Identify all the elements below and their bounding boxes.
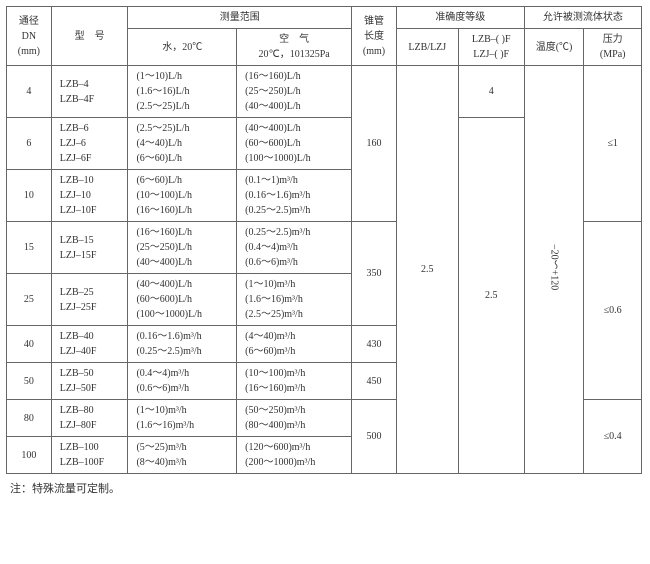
cell-air: (0.25～2.5)m³/h(0.4～4)m³/h(0.6～6)m³/h: [237, 222, 352, 274]
cell-air: (120～600)m³/h(200～1000)m³/h: [237, 437, 352, 474]
col-dn: 通径DN(mm): [7, 7, 52, 66]
col-air: 空 气20℃，101325Pa: [237, 29, 352, 66]
cell-acc1: 2.5: [396, 66, 458, 474]
cell-model: LZB–6LZJ–6LZJ–6F: [51, 118, 128, 170]
cell-model: LZB–10LZJ–10LZJ–10F: [51, 170, 128, 222]
cell-air: (16～160)L/h(25～250)L/h(40～400)L/h: [237, 66, 352, 118]
cell-water: (1～10)m³/h(1.6～16)m³/h: [128, 400, 237, 437]
cell-temp: −20～+120: [524, 66, 584, 474]
cell-model: LZB–100LZB–100F: [51, 437, 128, 474]
cell-air: (0.1～1)m³/h(0.16～1.6)m³/h(0.25～2.5)m³/h: [237, 170, 352, 222]
cell-acc2: 2.5: [458, 118, 524, 474]
cell-dn: 25: [7, 274, 52, 326]
cell-water: (6～60)L/h(10～100)L/h(16～160)L/h: [128, 170, 237, 222]
cell-model: LZB–15LZJ–15F: [51, 222, 128, 274]
footnote: 注：特殊流量可定制。: [6, 480, 644, 496]
cell-dn: 100: [7, 437, 52, 474]
col-pressure: 压力(MPa): [584, 29, 642, 66]
cell-water: (0.16～1.6)m³/h(0.25～2.5)m³/h: [128, 326, 237, 363]
col-accuracy-group: 准确度等级: [396, 7, 524, 29]
cell-air: (1～10)m³/h(1.6～16)m³/h(2.5～25)m³/h: [237, 274, 352, 326]
col-temp: 温度(℃): [524, 29, 584, 66]
cell-air: (10～100)m³/h(16～160)m³/h: [237, 363, 352, 400]
table-header: 通径DN(mm) 型 号 测量范围 锥管长度(mm) 准确度等级 允许被测流体状…: [7, 7, 642, 66]
cell-acc2: 4: [458, 66, 524, 118]
cell-pressure: ≤0.6: [584, 222, 642, 400]
col-tube-len: 锥管长度(mm): [352, 7, 397, 66]
cell-tube-len: 500: [352, 400, 397, 474]
cell-dn: 10: [7, 170, 52, 222]
cell-model: LZB–4LZB–4F: [51, 66, 128, 118]
cell-water: (5～25)m³/h(8～40)m³/h: [128, 437, 237, 474]
cell-model: LZB–25LZJ–25F: [51, 274, 128, 326]
cell-tube-len: 350: [352, 222, 397, 326]
col-acc2: LZB–( )FLZJ–( )F: [458, 29, 524, 66]
cell-model: LZB–50LZJ–50F: [51, 363, 128, 400]
col-fluid-group: 允许被测流体状态: [524, 7, 641, 29]
cell-model: LZB–80LZJ–80F: [51, 400, 128, 437]
cell-dn: 15: [7, 222, 52, 274]
col-acc1: LZB/LZJ: [396, 29, 458, 66]
cell-dn: 40: [7, 326, 52, 363]
cell-air: (50～250)m³/h(80～400)m³/h: [237, 400, 352, 437]
cell-dn: 50: [7, 363, 52, 400]
cell-air: (4～40)m³/h(6～60)m³/h: [237, 326, 352, 363]
table-row: 4 LZB–4LZB–4F (1～10)L/h(1.6～16)L/h(2.5～2…: [7, 66, 642, 118]
spec-table: 通径DN(mm) 型 号 测量范围 锥管长度(mm) 准确度等级 允许被测流体状…: [6, 6, 642, 474]
cell-pressure: ≤0.4: [584, 400, 642, 474]
cell-dn: 6: [7, 118, 52, 170]
cell-water: (1～10)L/h(1.6～16)L/h(2.5～25)L/h: [128, 66, 237, 118]
col-range-group: 测量范围: [128, 7, 352, 29]
cell-water: (2.5～25)L/h(4～40)L/h(6～60)L/h: [128, 118, 237, 170]
col-model: 型 号: [51, 7, 128, 66]
cell-water: (0.4～4)m³/h(0.6～6)m³/h: [128, 363, 237, 400]
cell-model: LZB–40LZJ–40F: [51, 326, 128, 363]
cell-tube-len: 430: [352, 326, 397, 363]
table-body: 4 LZB–4LZB–4F (1～10)L/h(1.6～16)L/h(2.5～2…: [7, 66, 642, 474]
col-water: 水，20℃: [128, 29, 237, 66]
cell-air: (40～400)L/h(60～600)L/h(100～1000)L/h: [237, 118, 352, 170]
cell-tube-len: 450: [352, 363, 397, 400]
cell-water: (16～160)L/h(25～250)L/h(40～400)L/h: [128, 222, 237, 274]
cell-dn: 80: [7, 400, 52, 437]
cell-tube-len: 160: [352, 66, 397, 222]
cell-pressure: ≤1: [584, 66, 642, 222]
cell-dn: 4: [7, 66, 52, 118]
cell-water: (40～400)L/h(60～600)L/h(100～1000)L/h: [128, 274, 237, 326]
